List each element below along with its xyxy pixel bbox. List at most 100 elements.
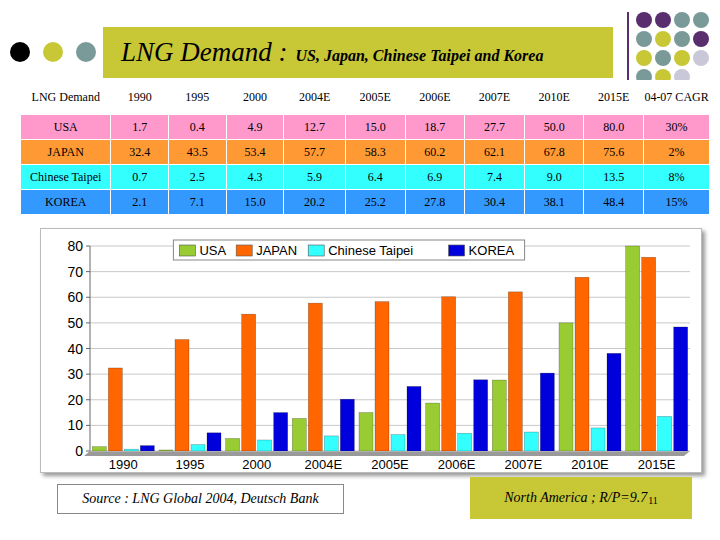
- table-cell: 2.1: [111, 190, 169, 215]
- bar: [474, 380, 488, 451]
- tick-mark: [86, 425, 90, 426]
- footer-box: North America ; R/P=9.711: [470, 477, 692, 519]
- table-cell: 53.4: [226, 140, 284, 165]
- y-axis: [90, 246, 91, 451]
- table-row: Chinese Taipei0.72.54.35.96.46.97.49.013…: [21, 165, 710, 190]
- tick-label: 20: [67, 392, 83, 408]
- table-cell: 38.1: [524, 190, 584, 215]
- tick-mark: [86, 297, 90, 298]
- legend-label: USA: [199, 243, 226, 258]
- plot-floor: [84, 451, 690, 456]
- table-cell: 27.8: [405, 190, 465, 215]
- legend: USAJAPANChinese TaipeiKOREA: [173, 240, 524, 260]
- bar: [207, 433, 221, 451]
- table-cell: 6.4: [345, 165, 405, 190]
- bar: [607, 353, 621, 451]
- table-cell: 20.2: [284, 190, 346, 215]
- decor-dot: [693, 50, 709, 66]
- decor-dot: [655, 31, 671, 47]
- page-number: 11: [648, 495, 658, 506]
- table-cell: 6.9: [405, 165, 465, 190]
- bar: [175, 340, 189, 451]
- table-cell: 9.0: [524, 165, 584, 190]
- table-cell: Chinese Taipei: [21, 165, 111, 190]
- table-cell: 80.0: [584, 115, 644, 140]
- table-cell: 7.4: [465, 165, 525, 190]
- tick-label: 80: [67, 238, 83, 254]
- bar: [191, 445, 205, 451]
- legend-swatch: [179, 245, 195, 256]
- header-cell: 2007E: [465, 81, 525, 115]
- decor-dot: [674, 50, 690, 66]
- legend-swatch: [449, 245, 465, 256]
- bar: [575, 277, 589, 451]
- bar: [258, 440, 272, 451]
- table-cell: 48.4: [584, 190, 644, 215]
- bar: [658, 416, 672, 451]
- chart: 010203040506070801990199520002004E2005E2…: [0, 0, 720, 540]
- table-cell: 1.7: [111, 115, 169, 140]
- table-cell: 8%: [644, 165, 710, 190]
- tick-label: 0: [75, 443, 83, 459]
- bar: [292, 418, 306, 451]
- decor-dot: [655, 12, 671, 28]
- table-row: JAPAN32.443.553.457.758.360.262.167.875.…: [21, 140, 710, 165]
- bar: [274, 413, 288, 451]
- footer-note: North America ; R/P=9.7: [504, 490, 647, 506]
- grid-line: [90, 271, 690, 272]
- category-label: 2010E: [571, 457, 609, 472]
- category-label: 2007E: [505, 457, 543, 472]
- table-cell: KOREA: [21, 190, 111, 215]
- bar: [108, 368, 122, 451]
- category-label: 2004E: [305, 457, 343, 472]
- bar: [524, 432, 538, 451]
- header-cell: 2005E: [345, 81, 405, 115]
- header-cell: 04-07 CAGR: [644, 81, 710, 115]
- table-cell: 50.0: [524, 115, 584, 140]
- header-cell: 2000: [226, 81, 284, 115]
- legend-label: KOREA: [469, 243, 515, 258]
- bar: [559, 323, 573, 451]
- plot-area: [90, 246, 690, 451]
- header-row: LNG Demand1990199520002004E2005E2006E200…: [21, 81, 710, 115]
- tick-mark: [86, 246, 90, 247]
- table-cell: 15.0: [345, 115, 405, 140]
- header-cell: 2004E: [284, 81, 346, 115]
- table-cell: 57.7: [284, 140, 346, 165]
- table-cell: JAPAN: [21, 140, 111, 165]
- header-cell: 2006E: [405, 81, 465, 115]
- legend-label: Chinese Taipei: [328, 243, 413, 258]
- grid-line: [90, 322, 690, 323]
- table-row: KOREA2.17.115.020.225.227.830.438.148.41…: [21, 190, 710, 215]
- legend-box: [173, 240, 524, 260]
- table-cell: 32.4: [111, 140, 169, 165]
- decor-dot: [43, 42, 63, 62]
- bar: [359, 413, 373, 451]
- decor-dot: [674, 12, 690, 28]
- decor-dot: [674, 31, 690, 47]
- decor-dot: [76, 42, 96, 62]
- header-cell: LNG Demand: [21, 81, 111, 115]
- table-cell: 2.5: [169, 165, 227, 190]
- decor-dot: [636, 31, 652, 47]
- legend-swatch: [236, 245, 252, 256]
- tick-mark: [86, 374, 90, 375]
- tick-label: 50: [67, 315, 83, 331]
- table-cell: 58.3: [345, 140, 405, 165]
- bar: [159, 450, 173, 451]
- table-cell: 60.2: [405, 140, 465, 165]
- bar: [674, 327, 688, 451]
- bars: [92, 246, 687, 451]
- decor-dot: [655, 50, 671, 66]
- bar: [626, 246, 640, 451]
- tick-label: 30: [67, 366, 83, 382]
- title: LNG Demand :: [121, 37, 288, 68]
- bar: [340, 399, 354, 451]
- tick-mark: [86, 322, 90, 323]
- title-banner: LNG Demand :US, Japan, Chinese Taipei an…: [103, 27, 613, 78]
- table-cell: 4.9: [226, 115, 284, 140]
- tick-label: 10: [67, 417, 83, 433]
- tick-label: 70: [67, 264, 83, 280]
- table-cell: 62.1: [465, 140, 525, 165]
- category-label: 2000: [242, 457, 271, 472]
